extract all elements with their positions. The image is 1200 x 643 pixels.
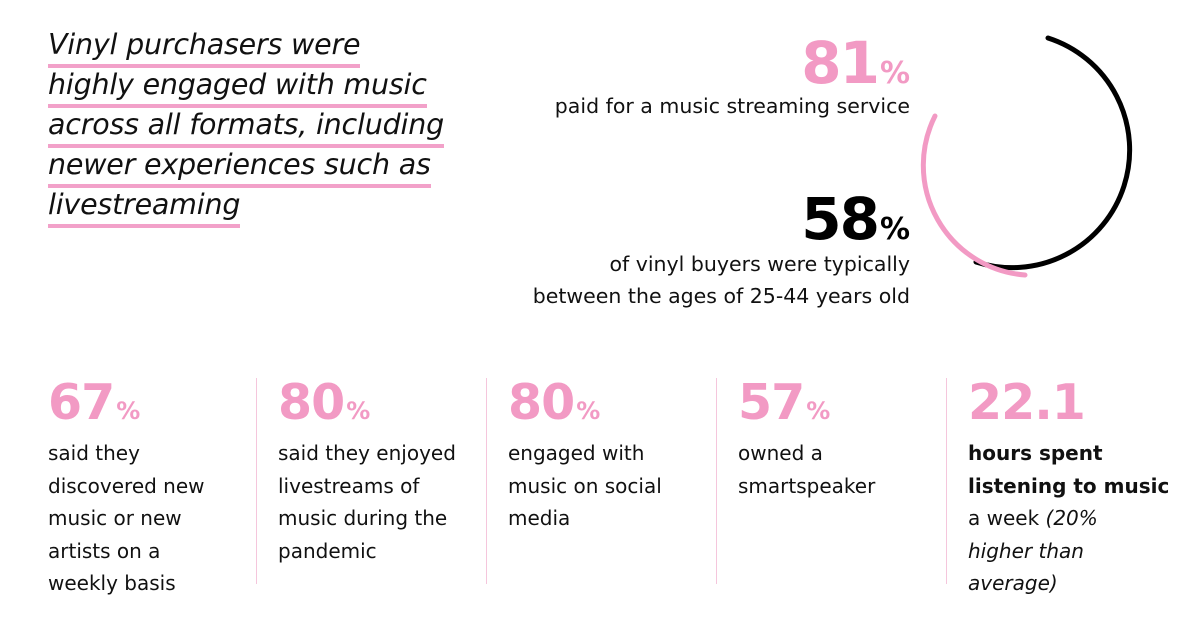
desc-line: pandemic (278, 538, 377, 563)
desc-line-italic: higher than (968, 538, 1084, 563)
desc-line-bold: listening to music (968, 473, 1170, 498)
desc-line: smartspeaker (738, 473, 876, 498)
desc-line: artists on a (48, 538, 161, 563)
stat-description: owned a smartspeaker (738, 437, 958, 502)
headline: Vinyl purchasers were highly engaged wit… (48, 26, 444, 228)
desc-line: livestreams of (278, 473, 420, 498)
stat-unit: % (116, 397, 141, 425)
desc-line-bold: hours spent (968, 441, 1103, 465)
stat-streaming: 81% (801, 34, 910, 92)
headline-line: livestreaming (48, 186, 240, 228)
desc-line: owned a (738, 441, 823, 465)
stat-unit: % (576, 397, 601, 425)
stat-description: said they discovered new music or new ar… (48, 437, 268, 600)
stat-unit: % (879, 56, 910, 91)
stat-listening-hours: 22.1 hours spent listening to music a we… (968, 378, 1188, 600)
stat-unit: % (346, 397, 371, 425)
desc-line: music or new (48, 506, 182, 530)
stat-number: 81 (801, 29, 880, 97)
desc-line: said they (48, 441, 140, 465)
stat-social-media: 80% engaged with music on social media (508, 378, 728, 535)
desc-line: media (508, 506, 571, 530)
stat-description: hours spent listening to music a week (2… (968, 437, 1188, 600)
desc-line: a week (20% (968, 506, 1098, 530)
stat-unit: % (879, 212, 910, 247)
stat-number: 57 (738, 374, 805, 431)
desc-line-italic: average) (968, 571, 1058, 595)
stat-description: engaged with music on social media (508, 437, 728, 535)
stat-number: 58 (801, 185, 880, 253)
desc-line: weekly basis (48, 571, 176, 595)
column-divider (256, 378, 257, 584)
stat-label: paid for a music streaming service (554, 94, 910, 118)
headline-line: highly engaged with music (48, 66, 427, 108)
headline-line: newer experiences such as (48, 146, 431, 188)
vinyl-ring-graphic (920, 35, 1133, 278)
desc-line: music on social (508, 473, 662, 498)
stat-number: 80 (278, 374, 345, 431)
stat-discovery: 67% said they discovered new music or ne… (48, 378, 268, 600)
stat-number: 22.1 (968, 374, 1086, 431)
stat-label: of vinyl buyers were typically between t… (533, 248, 910, 312)
stat-livestreams: 80% said they enjoyed livestreams of mus… (278, 378, 498, 567)
ring-black-arc (973, 35, 1133, 271)
column-divider (486, 378, 487, 584)
desc-line: music during the (278, 506, 448, 530)
stat-label-line: between the ages of 25-44 years old (532, 284, 910, 308)
headline-line: Vinyl purchasers were (48, 26, 360, 68)
column-divider (946, 378, 947, 584)
desc-line: said they enjoyed (278, 441, 456, 465)
headline-line: across all formats, including (48, 106, 444, 148)
stat-smartspeaker: 57% owned a smartspeaker (738, 378, 958, 502)
column-divider (716, 378, 717, 584)
ring-pink-arc (920, 113, 1028, 278)
stat-number: 80 (508, 374, 575, 431)
desc-line: engaged with (508, 441, 645, 465)
stat-label-line: of vinyl buyers were typically (609, 252, 910, 276)
desc-line: discovered new (48, 473, 205, 498)
stat-number: 67 (48, 374, 115, 431)
stat-description: said they enjoyed livestreams of music d… (278, 437, 498, 567)
stat-age: 58% (801, 190, 910, 248)
stat-unit: % (806, 397, 831, 425)
